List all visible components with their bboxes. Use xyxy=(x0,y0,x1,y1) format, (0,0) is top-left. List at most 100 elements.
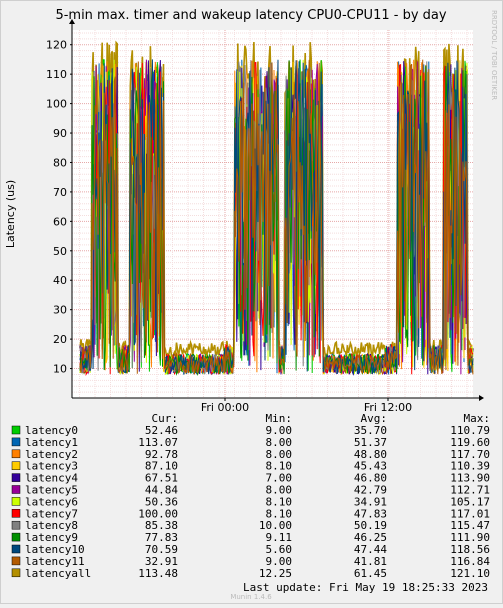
legend-swatch-latencyall xyxy=(11,568,21,578)
last-update: Last update: Fri May 19 18:25:33 2023 xyxy=(243,581,488,594)
legend-swatch-latency5 xyxy=(11,485,21,494)
legend-value: 10.00 xyxy=(259,519,292,532)
legend-value: 92.78 xyxy=(145,448,178,461)
y-axis-label: Latency (us) xyxy=(4,180,17,248)
legend-name: latency8 xyxy=(25,519,78,532)
legend-value: 61.45 xyxy=(354,567,387,580)
y-tick-label: 70 xyxy=(53,186,67,199)
legend-value: 8.00 xyxy=(266,448,293,461)
rrdtool-credit: RRDTOOL / TOBI OETIKER xyxy=(490,10,498,100)
legend-swatch-latency2 xyxy=(11,449,21,459)
legend-value: 9.00 xyxy=(266,555,293,568)
legend-name: latency1 xyxy=(25,436,78,449)
series-line-latency11 xyxy=(79,59,474,375)
legend-swatch-latency8 xyxy=(11,520,21,530)
x-tick-label: Fri 12:00 xyxy=(364,401,412,414)
legend-value: 85.38 xyxy=(145,519,178,532)
y-tick-label: 10 xyxy=(53,363,67,376)
legend-name: latency2 xyxy=(25,448,78,461)
legend-value: 113.48 xyxy=(138,567,178,580)
legend-value: 51.37 xyxy=(354,436,387,449)
legend-value: 46.80 xyxy=(354,472,387,485)
legend-swatch-latency0 xyxy=(11,425,21,435)
legend-name: latency3 xyxy=(25,460,78,473)
legend-value: 9.00 xyxy=(266,424,293,437)
legend-value: 8.10 xyxy=(266,507,293,520)
legend-value: 41.81 xyxy=(354,555,387,568)
legend-value: 12.25 xyxy=(259,567,292,580)
legend-swatch-latency4 xyxy=(11,473,21,482)
chart-title: 5-min max. timer and wakeup latency CPU0… xyxy=(55,8,446,23)
legend-column-header: Min: xyxy=(266,412,293,425)
y-tick-label: 60 xyxy=(53,215,67,228)
x-tick-label: Fri 00:00 xyxy=(201,401,249,414)
legend-value: 113.90 xyxy=(450,472,490,485)
legend-value: 8.00 xyxy=(266,484,293,497)
legend-name: latency4 xyxy=(25,472,78,485)
y-tick-label: 110 xyxy=(46,68,67,81)
legend-swatch-latency1 xyxy=(11,437,21,447)
legend-value: 35.70 xyxy=(354,424,387,437)
legend-value: 8.10 xyxy=(266,460,293,473)
legend-value: 47.44 xyxy=(354,543,387,556)
y-tick-label: 20 xyxy=(53,333,67,346)
legend: Cur: Min: Avg: Max: latency0 52.46 9.00 35.70 11… xyxy=(11,412,491,580)
legend-value: 7.00 xyxy=(266,472,293,485)
legend-value: 112.71 xyxy=(450,484,490,497)
legend-value: 113.07 xyxy=(138,436,178,449)
legend-value: 8.10 xyxy=(266,495,293,508)
legend-value: 87.10 xyxy=(145,460,178,473)
legend-value: 115.47 xyxy=(450,519,490,532)
legend-value: 105.17 xyxy=(450,495,490,508)
x-axis-arrow-icon xyxy=(479,395,484,401)
munin-version: Munin 1.4.6 xyxy=(230,593,272,601)
legend-value: 46.25 xyxy=(354,531,387,544)
y-tick-label: 90 xyxy=(53,127,67,140)
legend-name: latencyall xyxy=(25,567,91,580)
legend-name: latency7 xyxy=(25,507,78,520)
legend-swatch-latency7 xyxy=(11,509,21,518)
legend-column-header: Max: xyxy=(464,412,491,425)
legend-swatch-latency3 xyxy=(11,461,21,470)
y-tick-label: 120 xyxy=(46,39,67,52)
legend-value: 116.84 xyxy=(450,555,490,568)
axes: 10 20 30 40 50 60 70 80 90 100 110 120 Fri 00:00 Fri … xyxy=(46,19,484,414)
y-axis-arrow-icon xyxy=(69,19,75,24)
legend-value: 121.10 xyxy=(450,567,490,580)
legend-value: 77.83 xyxy=(145,531,178,544)
y-tick-label: 50 xyxy=(53,245,67,258)
legend-name: latency9 xyxy=(25,531,78,544)
legend-name: latency6 xyxy=(25,495,78,508)
legend-name: latency10 xyxy=(25,543,85,556)
legend-value: 5.60 xyxy=(266,543,293,556)
legend-value: 70.59 xyxy=(145,543,178,556)
legend-value: 100.00 xyxy=(138,507,178,520)
legend-swatch-latency6 xyxy=(11,497,21,506)
legend-value: 110.39 xyxy=(450,460,490,473)
y-tick-label: 40 xyxy=(53,274,67,287)
legend-value: 117.01 xyxy=(450,507,490,520)
legend-swatch-latency9 xyxy=(11,532,21,542)
legend-value: 117.70 xyxy=(450,448,490,461)
legend-value: 44.84 xyxy=(145,484,178,497)
legend-column-header: Cur: xyxy=(152,412,179,425)
legend-value: 110.79 xyxy=(450,424,490,437)
legend-value: 50.36 xyxy=(145,495,178,508)
legend-swatch-latency11 xyxy=(11,556,21,566)
legend-value: 8.00 xyxy=(266,436,293,449)
series-layer xyxy=(79,40,474,377)
legend-value: 52.46 xyxy=(145,424,178,437)
legend-name: latency11 xyxy=(25,555,85,568)
legend-value: 48.80 xyxy=(354,448,387,461)
y-tick-label: 30 xyxy=(53,304,67,317)
legend-column-header: Avg: xyxy=(361,412,388,425)
legend-name: latency0 xyxy=(25,424,78,437)
legend-value: 45.43 xyxy=(354,460,387,473)
legend-value: 9.11 xyxy=(266,531,293,544)
legend-value: 118.56 xyxy=(450,543,490,556)
y-tick-label: 80 xyxy=(53,156,67,169)
y-tick-label: 100 xyxy=(46,98,67,111)
legend-name: latency5 xyxy=(25,484,78,497)
